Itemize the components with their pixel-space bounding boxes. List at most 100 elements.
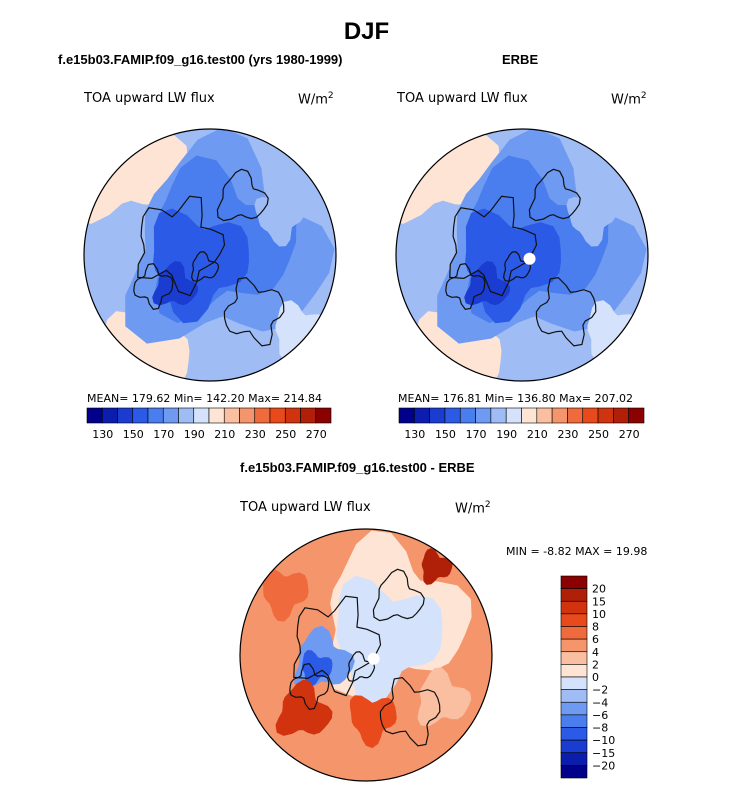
colorbar-swatch: [560, 638, 588, 653]
colorbar-swatch: [162, 407, 179, 424]
colorbar-tick-label: 270: [306, 428, 327, 441]
coastline: [293, 595, 382, 697]
colorbar-tick-label: 130: [92, 428, 113, 441]
colorbar-swatch: [560, 676, 588, 690]
colorbar-tick-label: −8: [592, 722, 608, 735]
colorbar-tick-label: 250: [588, 428, 609, 441]
coastline: [372, 568, 425, 622]
field-contour: [262, 568, 309, 622]
panel-3-stats: MIN = -8.82 MAX = 19.98: [506, 545, 648, 558]
field-contour: [254, 194, 304, 247]
colorbar-swatch: [208, 407, 225, 424]
colorbar-swatch: [223, 407, 240, 424]
colorbar-tick-label: −20: [592, 759, 615, 772]
panel-3-units-text: W/m: [455, 501, 485, 517]
colorbar-swatch: [269, 407, 286, 424]
coastline: [449, 195, 538, 297]
panel-2-units: W/m2: [611, 91, 647, 107]
coastline: [190, 251, 220, 282]
map-panel-3: [239, 528, 493, 782]
map-field-1: [84, 129, 336, 381]
map-border-2: [395, 128, 649, 382]
colorbar-swatch: [132, 407, 149, 424]
colorbar-tick-label: −6: [592, 709, 608, 722]
colorbar-swatch: [560, 752, 588, 766]
panel-1-units-text: W/m: [298, 92, 328, 108]
colorbar-swatch: [613, 407, 629, 424]
colorbar-swatch: [560, 651, 588, 665]
coastline: [528, 168, 581, 222]
colorbar-tick-label: 2: [592, 658, 599, 671]
colorbar-swatch: [505, 407, 522, 424]
colorbar-tick-label: 150: [435, 428, 456, 441]
colorbar-swatch: [178, 407, 195, 424]
colorbar-tick-label: 190: [496, 428, 517, 441]
coastline: [223, 276, 285, 347]
coastline: [502, 251, 532, 282]
panel-2-title: ERBE: [502, 52, 539, 67]
colorbar-swatch: [567, 407, 584, 424]
map-panel-2: [395, 128, 649, 382]
colorbar-swatch: [551, 407, 568, 424]
field-contour: [421, 548, 453, 585]
coastline: [379, 676, 441, 747]
panel-2-stats: MEAN= 176.81 Min= 136.80 Max= 207.02: [398, 392, 634, 405]
colorbar-swatch: [560, 727, 588, 741]
colorbar-swatch: [398, 407, 415, 424]
panel-1-stats: MEAN= 179.62 Min= 142.20 Max= 214.84: [87, 392, 323, 405]
colorbar-tick-label: 10: [592, 608, 606, 621]
colorbar-swatch: [536, 407, 553, 424]
colorbar-tick-label: −10: [592, 734, 615, 747]
colorbar-tick-label: 230: [245, 428, 266, 441]
colorbar-swatch: [101, 407, 118, 424]
map-border-3: [239, 528, 493, 782]
colorbar-swatch: [147, 407, 164, 424]
coastline: [445, 262, 486, 311]
colorbar-swatch: [490, 407, 507, 424]
colorbar-tick-label: 190: [184, 428, 205, 441]
colorbar-swatch: [117, 407, 134, 424]
field-contour: [417, 667, 472, 727]
colorbar-swatch: [475, 407, 492, 424]
colorbar-tick-label: 20: [592, 583, 606, 596]
colorbar-tick-label: 15: [592, 595, 606, 608]
colorbar-swatch: [582, 407, 599, 424]
colorbar-tick-label: −15: [592, 747, 615, 760]
map-field-2: [396, 129, 648, 381]
colorbar-swatch: [193, 407, 210, 424]
colorbar-swatch: [560, 714, 588, 728]
coastline: [535, 276, 597, 347]
colorbar-tick-label: 0: [592, 671, 599, 684]
field-contour: [275, 679, 333, 736]
colorbar-swatch: [560, 689, 588, 703]
colorbar-swatch: [560, 739, 588, 754]
field-contour: [566, 194, 616, 247]
colorbar-swatch: [597, 407, 614, 424]
colorbar-tick-label: −4: [592, 696, 608, 709]
colorbar-swatch: [284, 407, 301, 424]
colorbar-tick-label: 4: [592, 646, 599, 659]
colorbar-tick-label: 170: [466, 428, 487, 441]
colorbar-1: 130 150 170 190 210 230 250 270: [86, 407, 332, 441]
colorbar-swatch: [560, 765, 588, 779]
colorbar-tick-label: 270: [619, 428, 640, 441]
colorbar-swatch: [315, 407, 332, 424]
field-contour: [336, 575, 443, 705]
panel-3-title: f.e15b03.FAMIP.f09_g16.test00 - ERBE: [240, 460, 475, 475]
colorbar-tick-label: 250: [275, 428, 296, 441]
map-border-1: [83, 128, 337, 382]
pole-missing-data: [523, 252, 536, 265]
colorbar-swatch: [300, 407, 317, 424]
panel-1-title: f.e15b03.FAMIP.f09_g16.test00 (yrs 1980-…: [58, 52, 343, 67]
colorbar-tick-label: 230: [557, 428, 578, 441]
panel-1-units-sup: 2: [327, 91, 334, 101]
colorbar-tick-label: 210: [527, 428, 548, 441]
panel-2-variable: TOA upward LW flux: [397, 91, 528, 106]
colorbar-swatch: [560, 600, 588, 615]
colorbar-swatch: [560, 613, 588, 627]
panel-3-variable: TOA upward LW flux: [240, 500, 371, 515]
colorbar-tick-label: −2: [592, 684, 608, 697]
